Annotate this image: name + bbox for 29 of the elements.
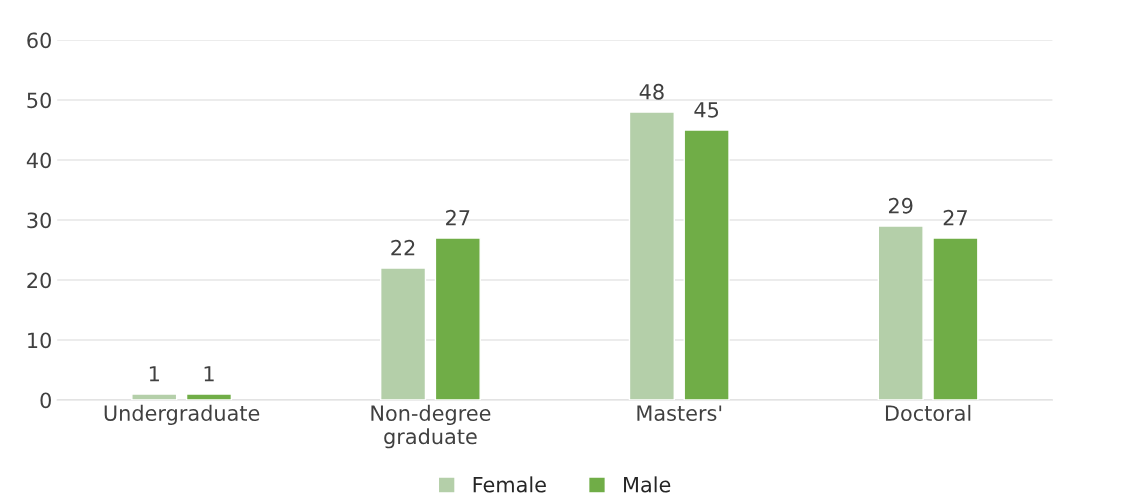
- data-label: 1: [204, 366, 214, 382]
- data-label: 22: [391, 239, 415, 256]
- y-tick-label: 10: [28, 332, 51, 349]
- bar: [877, 225, 924, 400]
- bar: [434, 237, 481, 400]
- y-tick-label: 20: [27, 272, 51, 289]
- x-tick-label: Non-degree graduate: [371, 404, 491, 449]
- bar: [932, 237, 979, 400]
- legend-label: Female: [473, 476, 546, 493]
- data-label: 27: [943, 209, 967, 226]
- x-tick-label: Masters': [637, 405, 722, 421]
- data-label: 27: [446, 209, 470, 226]
- x-tick-label: Doctoral: [885, 404, 971, 421]
- data-label: 45: [694, 102, 719, 118]
- x-tick-label: Undergraduate: [104, 404, 260, 426]
- bar: [131, 393, 178, 400]
- bar: [683, 129, 730, 400]
- bar: [379, 267, 427, 400]
- legend-label: Male: [624, 476, 671, 493]
- data-label: 29: [888, 197, 913, 214]
- bar: [628, 111, 675, 400]
- y-tick-label: 40: [26, 152, 51, 169]
- y-tick-label: 60: [27, 32, 51, 49]
- y-tick-label: 0: [40, 392, 51, 409]
- bar: [185, 393, 233, 400]
- data-label: 1: [149, 366, 159, 382]
- y-tick-label: 30: [27, 212, 51, 229]
- y-tick-label: 50: [27, 92, 51, 109]
- data-label: 48: [639, 83, 664, 100]
